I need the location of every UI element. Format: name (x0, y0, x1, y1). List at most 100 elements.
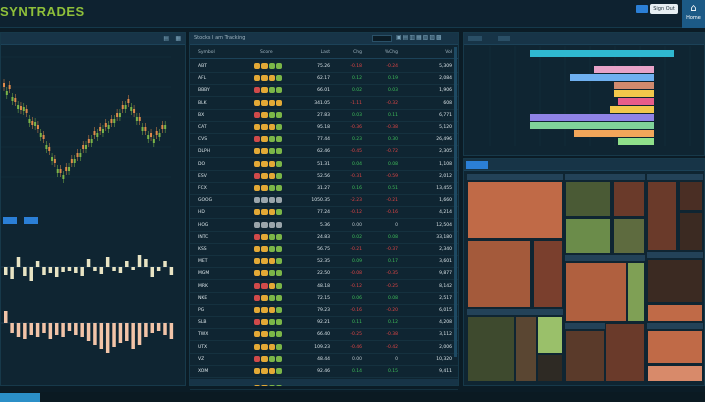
watchlist-row[interactable]: TWX 66.40 -0.25 -0.38 3,112 (190, 328, 458, 342)
watchlist-row[interactable]: CAT 95.18 -0.36 -0.38 5,120 (190, 121, 458, 134)
heatmap-tile[interactable] (565, 218, 611, 254)
heatmap-tile[interactable] (679, 181, 703, 211)
sector-bar-chart[interactable] (464, 46, 704, 156)
sector-dropdown-2[interactable] (498, 36, 510, 41)
heatmap-tile[interactable] (515, 316, 537, 382)
heatmap-tile[interactable] (647, 365, 703, 382)
watchlist-row[interactable]: HOG 5.36 0.00 0 12,504 (190, 219, 458, 232)
watchlist-row[interactable]: VZ 48.44 0.00 0 10,320 (190, 353, 458, 366)
watchlist-row[interactable]: MGM 22.50 -0.08 -0.35 9,877 (190, 267, 458, 281)
row-volume: 6,771 (439, 112, 452, 118)
watchlist-row[interactable]: CVS 77.44 0.23 0.30 26,496 (190, 133, 458, 147)
row-score-indicator (254, 124, 282, 130)
watchlist-scrollbar[interactable] (454, 47, 457, 357)
watchlist-row[interactable]: ESV 52.56 -0.31 -0.59 2,012 (190, 170, 458, 183)
column-header-vol[interactable]: Vol (445, 50, 452, 55)
heatmap-tile[interactable] (565, 330, 605, 382)
heatmap-tile[interactable] (647, 304, 703, 322)
watchlist-row[interactable]: GOOG 1050.35 -2.23 -0.21 1,660 (190, 194, 458, 208)
sector-heatmap[interactable] (467, 174, 703, 382)
row-symbol: UTX (198, 344, 208, 350)
watchlist-row[interactable]: ABT 75.26 -0.18 -0.24 5,309 (190, 60, 458, 73)
watchlist-toolbar-icons[interactable]: ▣▤▥▦▧▨▩ (396, 34, 443, 41)
heatmap-tile[interactable] (627, 262, 645, 322)
watchlist-row[interactable]: BLK 341.05 -1.11 -0.32 608 (190, 97, 458, 110)
watchlist-search-field[interactable] (372, 35, 392, 42)
sector-dropdown-1[interactable] (468, 36, 482, 41)
heatmap-sector-header[interactable] (467, 174, 563, 180)
score-segment (268, 343, 275, 350)
watchlist-row[interactable]: KSS 56.75 -0.21 -0.37 2,340 (190, 243, 458, 256)
row-last-price: 79.23 (317, 308, 330, 313)
watchlist-row[interactable]: XOM 92.46 0.14 0.15 9,411 (190, 365, 458, 378)
candlestick-chart[interactable] (1, 47, 185, 197)
score-segment (261, 185, 268, 191)
watchlist-row[interactable]: SLB 92.21 0.11 0.12 4,208 (190, 316, 458, 330)
heatmap-tile[interactable] (565, 181, 611, 217)
watchlist-row[interactable]: NKE 72.15 0.06 0.08 2,517 (190, 292, 458, 305)
column-header-score[interactable]: Score (260, 50, 273, 55)
heatmap-tile[interactable] (647, 181, 677, 251)
oscillator-chart-1[interactable] (1, 229, 185, 299)
chart-settings-icon[interactable]: ▤ (163, 35, 169, 42)
candle-body (113, 119, 116, 123)
heatmap-tile[interactable] (537, 354, 563, 382)
chart-panel-header: ▤ ▦ (1, 33, 185, 45)
column-header-chg[interactable]: Chg (353, 50, 362, 55)
watchlist-row[interactable]: DO 51.31 0.04 0.08 1,108 (190, 158, 458, 171)
heatmap-tile[interactable] (467, 316, 515, 382)
watchlist-row[interactable]: BX 27.83 0.03 0.11 6,771 (190, 109, 458, 122)
watchlist-row[interactable]: DLPH 62.46 -0.45 -0.72 2,305 (190, 145, 458, 159)
watchlist-title[interactable]: Stocks I am Tracking (194, 35, 246, 41)
chart-expand-icon[interactable]: ▦ (175, 35, 181, 42)
heatmap-tile[interactable] (613, 181, 645, 217)
row-last-price: 66.40 (317, 332, 330, 338)
sector-bar (618, 98, 654, 105)
oscillator-chart-2[interactable] (1, 303, 185, 383)
heatmap-tab[interactable] (466, 161, 488, 169)
column-header-chg[interactable]: %Chg (384, 50, 398, 55)
heatmap-tile[interactable] (605, 323, 645, 382)
column-header-last[interactable]: Last (320, 50, 330, 55)
watchlist-row[interactable]: BBBY 66.01 0.02 0.03 1,906 (190, 84, 458, 98)
watchlist-row[interactable]: MET 52.35 0.09 0.17 3,601 (190, 255, 458, 269)
heatmap-tile[interactable] (467, 240, 531, 308)
row-last-price: 52.35 (317, 259, 330, 265)
heatmap-tile[interactable] (647, 259, 703, 303)
watchlist-row[interactable]: INTC 24.83 0.02 0.08 33,180 (190, 231, 458, 244)
indicator-tab-2[interactable] (24, 217, 39, 224)
watchlist-row[interactable]: PG 79.23 -0.16 -0.20 6,015 (190, 304, 458, 317)
heatmap-sector-header[interactable] (647, 323, 703, 329)
score-segment (261, 331, 268, 338)
heatmap-sector-header[interactable] (647, 252, 703, 258)
heatmap-tile[interactable] (467, 181, 563, 239)
home-button[interactable]: ⌂ Home (682, 0, 705, 28)
watchlist-row[interactable]: MRK 48.18 -0.12 -0.25 8,142 (190, 280, 458, 293)
watchlist-row[interactable]: UTX 109.23 -0.46 -0.42 2,006 (190, 341, 458, 354)
candle-body (17, 105, 20, 109)
watchlist-row[interactable]: FCX 31.27 0.16 0.51 13,455 (190, 182, 458, 195)
histogram-bar (86, 323, 91, 341)
histogram-bar (99, 323, 104, 349)
heatmap-tile[interactable] (537, 316, 563, 354)
heatmap-tile[interactable] (647, 330, 703, 364)
watchlist-row[interactable]: HD 77.24 -0.12 -0.16 4,214 (190, 206, 458, 220)
row-score-indicator (254, 197, 282, 204)
user-button[interactable]: Sign Out (650, 4, 678, 14)
heatmap-sector-header[interactable] (647, 174, 703, 180)
heatmap-tile[interactable] (565, 262, 627, 322)
heatmap-sector-header[interactable] (565, 255, 645, 261)
heatmap-sector-header[interactable] (565, 174, 645, 180)
heatmap-tile[interactable] (533, 240, 563, 308)
heatmap-tile[interactable] (613, 218, 645, 254)
indicator-tab-1[interactable] (3, 217, 17, 224)
watchlist-row[interactable]: AFL 62.17 0.12 0.19 2,084 (190, 72, 458, 86)
column-header-symbol[interactable]: Symbol (198, 50, 215, 55)
heatmap-sector-header[interactable] (565, 323, 605, 329)
row-volume: 12,504 (436, 222, 452, 228)
heatmap-sector-header[interactable] (467, 309, 563, 315)
flag-button[interactable] (636, 5, 648, 13)
row-last-price: 95.18 (317, 125, 330, 130)
heatmap-tile[interactable] (679, 212, 703, 251)
footer-button[interactable] (0, 393, 40, 402)
